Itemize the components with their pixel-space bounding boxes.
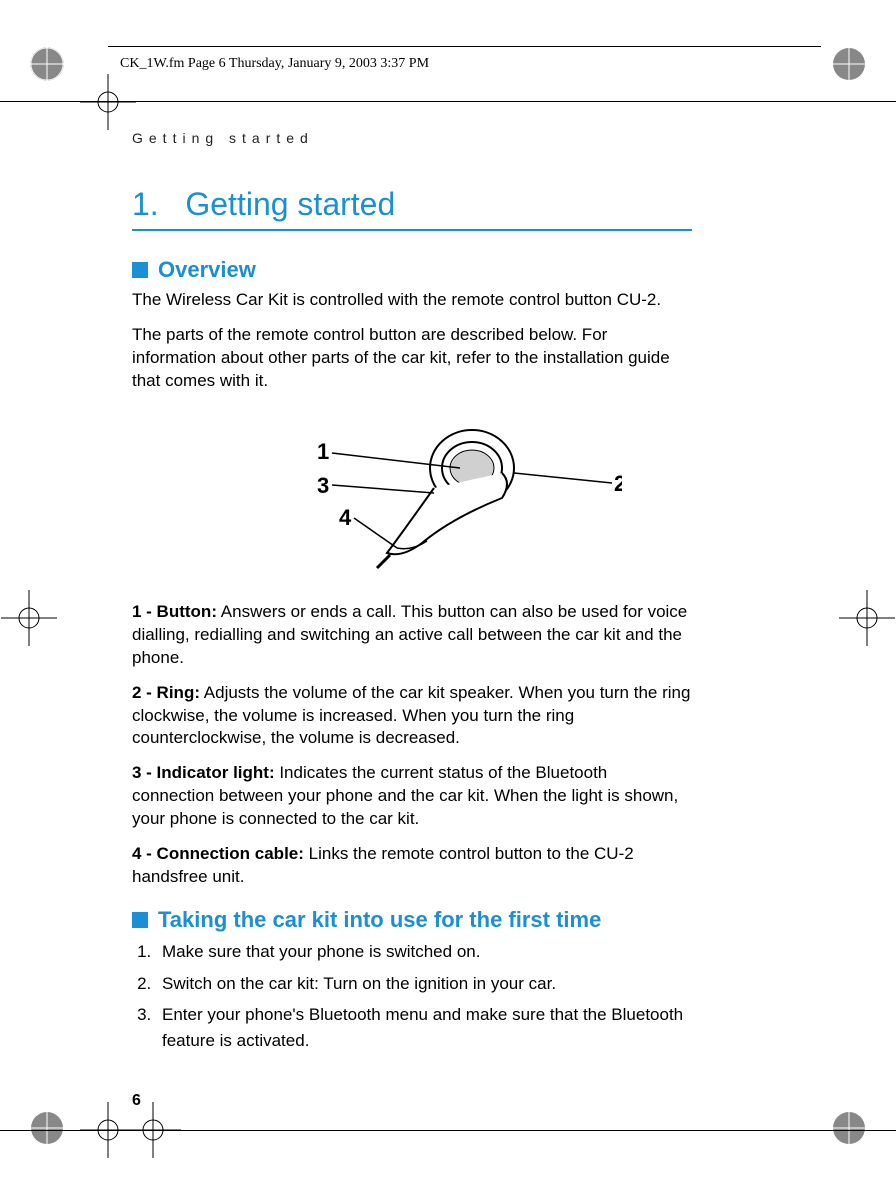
footer-rule [0,1130,896,1131]
header-rule [108,46,821,47]
first-use-steps: Make sure that your phone is switched on… [132,939,692,1053]
crop-mark-icon [80,74,136,130]
chapter-title: 1. Getting started [132,186,692,231]
definition-label: 2 - Ring: [132,683,200,702]
list-item: Switch on the car kit: Turn on the ignit… [156,971,692,997]
overview-para2: The parts of the remote control button a… [132,324,692,393]
registration-mark-icon [830,45,868,83]
svg-text:4: 4 [339,505,352,530]
registration-mark-icon [28,45,66,83]
section-marker-icon [132,912,148,928]
svg-text:3: 3 [317,473,329,498]
list-item: Enter your phone's Bluetooth menu and ma… [156,1002,692,1053]
section-overview-title: Overview [132,257,692,283]
svg-text:1: 1 [317,439,329,464]
remote-control-figure: 1 3 4 2 [202,413,622,573]
overview-para1: The Wireless Car Kit is controlled with … [132,289,692,312]
chapter-name: Getting started [185,186,395,222]
section-marker-icon [132,262,148,278]
registration-mark-icon [830,1109,868,1147]
file-info-text: CK_1W.fm Page 6 Thursday, January 9, 200… [120,56,429,72]
header-rule [0,101,896,102]
registration-mark-icon [28,1109,66,1147]
section-title-text: Taking the car kit into use for the firs… [158,907,601,933]
section-title-text: Overview [158,257,256,283]
page-content: Getting started 1. Getting started Overv… [132,130,692,1059]
definition-text: Adjusts the volume of the car kit speake… [132,683,690,748]
running-head: Getting started [132,130,692,146]
definition-label: 3 - Indicator light: [132,763,275,782]
crop-mark-icon [1,590,57,646]
definition-label: 1 - Button: [132,602,217,621]
definition-4: 4 - Connection cable: Links the remote c… [132,843,692,889]
chapter-number: 1. [132,186,159,222]
definition-2: 2 - Ring: Adjusts the volume of the car … [132,682,692,751]
section-first-use-title: Taking the car kit into use for the firs… [132,907,692,933]
svg-text:2: 2 [614,471,622,496]
definition-1: 1 - Button: Answers or ends a call. This… [132,601,692,670]
page-number: 6 [132,1092,141,1110]
definition-3: 3 - Indicator light: Indicates the curre… [132,762,692,831]
crop-mark-icon [839,590,895,646]
definition-label: 4 - Connection cable: [132,844,304,863]
list-item: Make sure that your phone is switched on… [156,939,692,965]
